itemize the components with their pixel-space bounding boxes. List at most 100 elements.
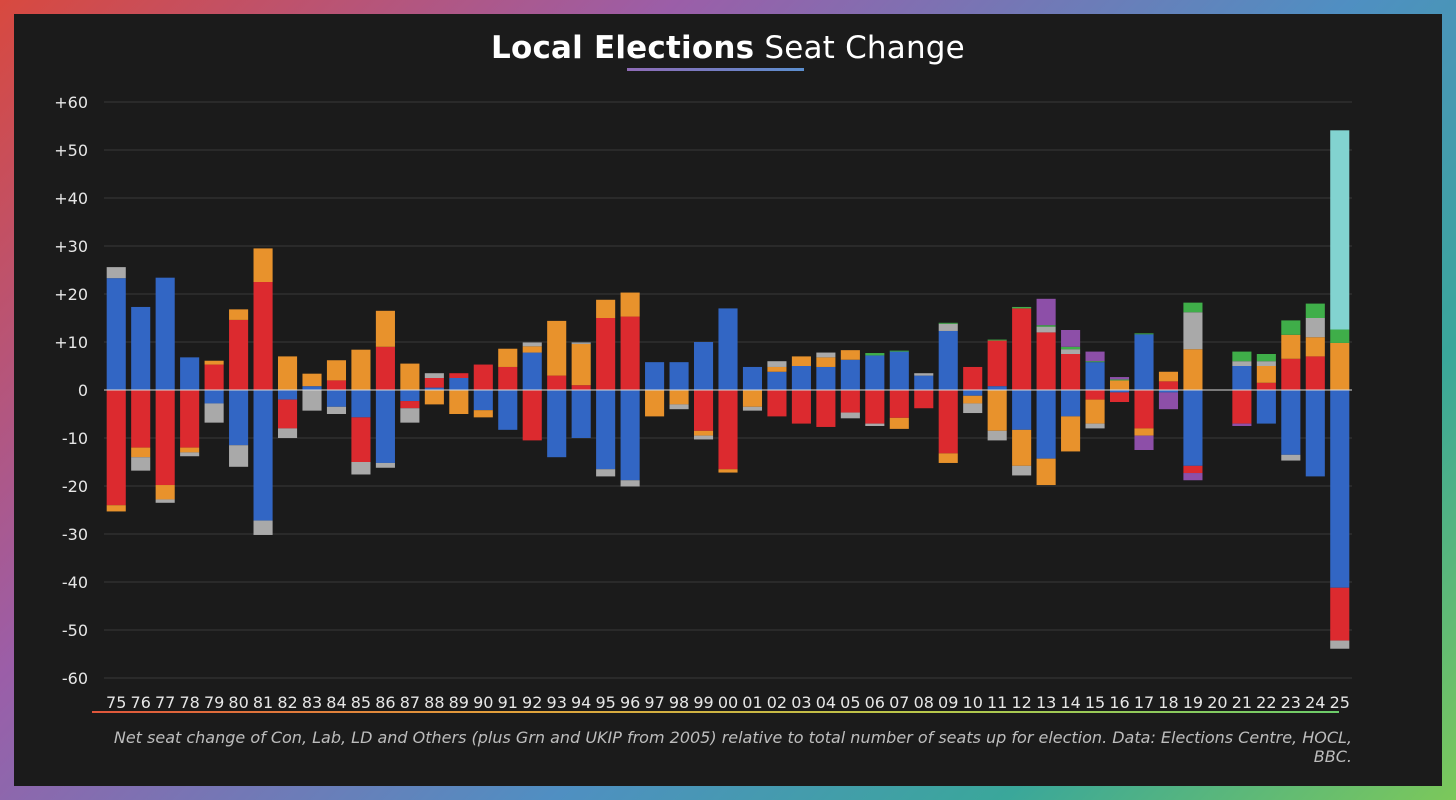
bar-con-06 — [865, 355, 885, 390]
bar-ld-15 — [1085, 399, 1105, 424]
bar-lab-87 — [400, 401, 420, 409]
bar-others-22 — [1256, 361, 1276, 366]
bar-ukip-14 — [1061, 330, 1081, 347]
bar-con-84 — [326, 390, 347, 407]
bar-ld-07 — [889, 417, 909, 429]
bar-lab-06 — [865, 390, 885, 424]
bar-lab-00 — [718, 390, 738, 470]
bar-grn-13 — [1036, 325, 1056, 327]
bar-ld-10 — [963, 395, 983, 404]
bar-others-24 — [1305, 318, 1325, 338]
bar-lab-90 — [473, 364, 493, 390]
bar-lab-07 — [889, 390, 909, 418]
bar-lab-08 — [914, 390, 934, 409]
x-tick-label: 04 — [816, 693, 836, 712]
bar-others-81 — [253, 520, 273, 535]
bar-ld-14 — [1061, 416, 1081, 452]
bar-ukip-13 — [1036, 298, 1056, 326]
bar-others-79 — [204, 403, 224, 423]
bar-lab-84 — [326, 380, 347, 390]
bar-lab-82 — [277, 399, 298, 429]
x-axis-ticks: 75 76 77 78 79 80 81 82 83 84 85 86 87 88 89 90 91 92 93 94… — [106, 693, 1350, 712]
y-tick-label: 0 — [78, 381, 88, 400]
footer-divider — [92, 711, 1339, 713]
bar-lab-99 — [693, 390, 714, 431]
bar-lab-09 — [938, 390, 958, 454]
bar-ld-76 — [131, 447, 151, 458]
x-tick-label: 15 — [1085, 693, 1105, 712]
bar-lab-22 — [1256, 382, 1276, 390]
bar-others-21 — [1232, 361, 1252, 366]
bar-lab-15 — [1085, 390, 1105, 400]
y-tick-label: +40 — [54, 189, 88, 208]
bar-ukip-18 — [1158, 392, 1179, 410]
y-tick-label: -60 — [62, 669, 88, 688]
bar-ld-96 — [620, 292, 640, 317]
bar-others-14 — [1061, 349, 1081, 354]
bar-others-05 — [840, 412, 860, 419]
y-tick-label: -30 — [62, 525, 88, 544]
bar-con-75 — [106, 278, 126, 390]
x-tick-label: 16 — [1109, 693, 1129, 712]
footnote: Net seat change of Con, Lab, LD and Othe… — [113, 728, 1352, 766]
bar-grn-09 — [938, 322, 958, 324]
x-tick-label: 84 — [326, 693, 346, 712]
y-tick-label: -10 — [62, 429, 88, 448]
bar-con-86 — [375, 390, 395, 463]
bar-con-23 — [1281, 390, 1301, 455]
bar-lab-96 — [620, 316, 640, 390]
bar-lab-11 — [987, 340, 1007, 387]
bar-ld-95 — [596, 299, 616, 318]
title-bold: Local Elections — [491, 30, 755, 66]
bar-lab-95 — [596, 318, 616, 390]
bar-con-04 — [816, 366, 836, 390]
bar-ld-89 — [449, 390, 469, 414]
y-tick-label: +50 — [54, 141, 88, 160]
x-tick-label: 82 — [277, 693, 297, 712]
bar-others-12 — [1012, 465, 1032, 476]
bar-con-79 — [204, 390, 224, 404]
bar-lab-10 — [963, 366, 983, 390]
bar-con-03 — [791, 366, 811, 390]
x-tick-label: 20 — [1207, 693, 1227, 712]
bar-con-88 — [424, 387, 444, 390]
x-tick-label: 13 — [1036, 693, 1056, 712]
bar-lab-86 — [375, 346, 395, 390]
bar-lab-25 — [1330, 587, 1350, 641]
x-tick-label: 18 — [1158, 693, 1178, 712]
bar-ld-88 — [424, 390, 444, 405]
bar-con-94 — [571, 390, 591, 438]
bar-lab-77 — [155, 390, 175, 486]
bar-ukip-16 — [1109, 377, 1130, 380]
x-tick-label: 96 — [620, 693, 640, 712]
y-tick-label: -50 — [62, 621, 88, 640]
bar-reform-25 — [1330, 130, 1350, 330]
bar-ld-85 — [351, 349, 371, 390]
bar-lab-02 — [767, 390, 787, 417]
bar-ld-86 — [375, 310, 395, 347]
bar-ld-12 — [1012, 429, 1032, 466]
bar-others-85 — [351, 462, 371, 475]
x-tick-label: 97 — [644, 693, 664, 712]
x-tick-label: 24 — [1305, 693, 1325, 712]
bar-con-82 — [277, 390, 298, 400]
x-tick-label: 78 — [179, 693, 199, 712]
bar-con-17 — [1134, 334, 1154, 390]
bar-lab-92 — [522, 390, 542, 441]
bar-ld-99 — [693, 430, 714, 436]
bar-lab-23 — [1281, 358, 1301, 390]
x-tick-label: 75 — [106, 693, 126, 712]
bar-ld-25 — [1330, 342, 1350, 390]
bar-con-21 — [1232, 366, 1252, 390]
x-tick-label: 09 — [938, 693, 958, 712]
title-underline — [627, 68, 804, 71]
bar-con-01 — [742, 366, 763, 390]
x-tick-label: 85 — [351, 693, 371, 712]
x-tick-label: 81 — [253, 693, 273, 712]
bar-con-02 — [767, 371, 787, 390]
bar-con-13 — [1036, 390, 1056, 459]
bar-ld-16 — [1109, 380, 1130, 390]
bar-con-08 — [914, 375, 934, 390]
bar-grn-23 — [1281, 320, 1301, 335]
